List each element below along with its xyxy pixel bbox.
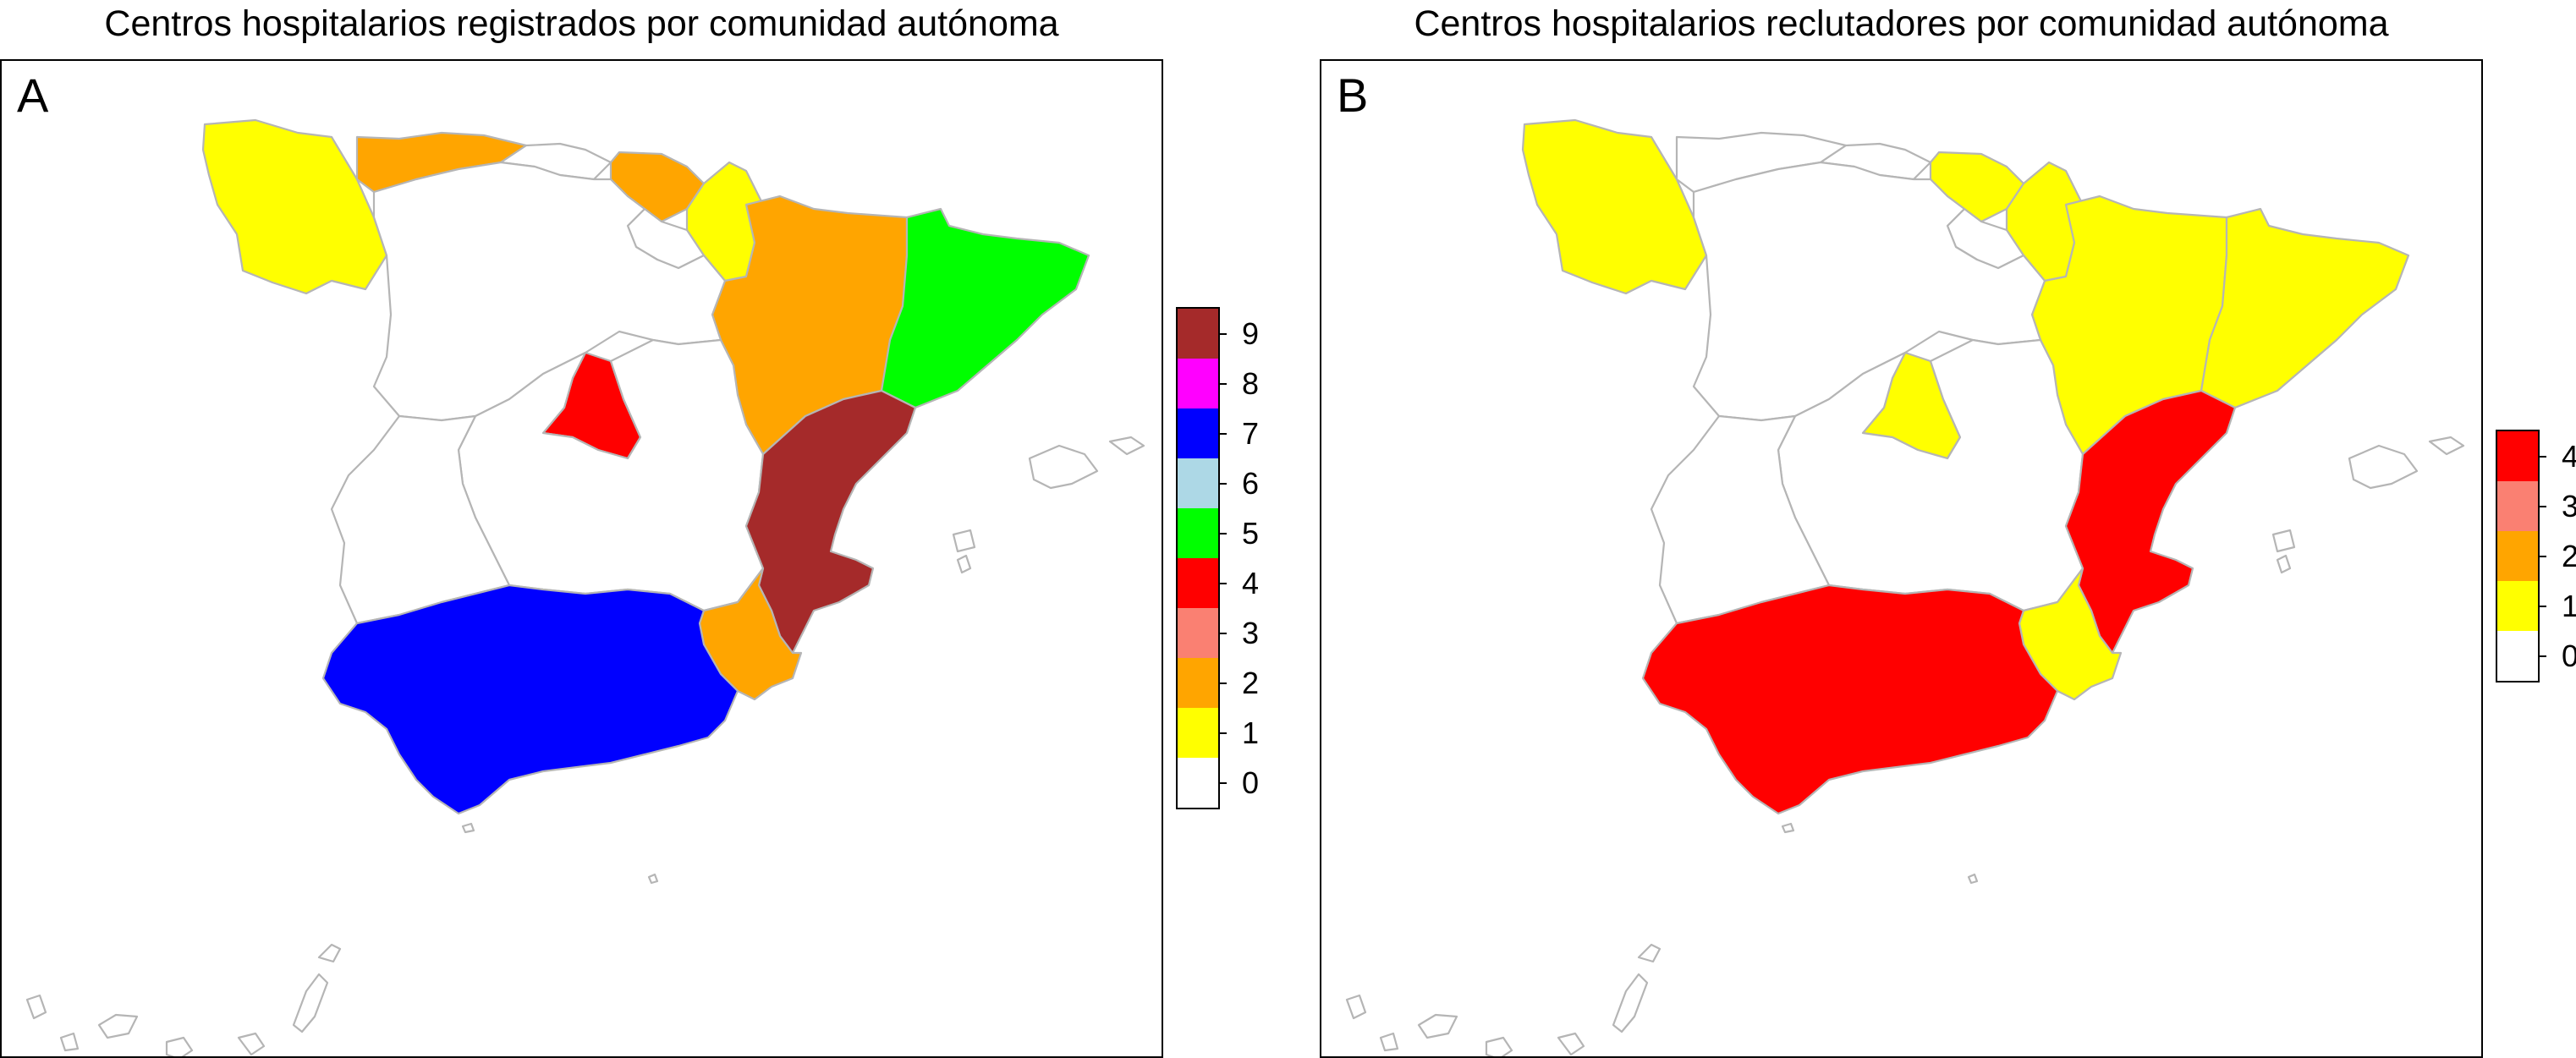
legend-tick — [1218, 482, 1227, 485]
panel-b-title: Centros hospitalarios reclutadores por c… — [1414, 3, 2389, 44]
region-cataluna — [2200, 207, 2410, 409]
legend-label-1: 1 — [1242, 715, 1260, 750]
region-castilla-y-leon — [1692, 161, 2046, 422]
legend-swatch-1 — [1178, 708, 1218, 758]
region-melilla — [1967, 873, 1979, 885]
region-melilla — [647, 873, 659, 885]
legend-label-1: 1 — [2562, 588, 2576, 623]
legend-tick — [1218, 732, 1227, 734]
panel-b-legend: 4 3 2 1 0 — [2496, 430, 2576, 692]
legend-label-4: 4 — [2562, 438, 2576, 474]
legend-label-2: 2 — [1242, 665, 1260, 700]
legend-tick — [1218, 432, 1227, 435]
region-castilla-y-leon — [372, 161, 727, 422]
legend-tick — [2538, 505, 2546, 507]
legend-label-5: 5 — [1242, 515, 1260, 551]
legend-swatch-5 — [1178, 508, 1218, 558]
legend-label-3: 3 — [2562, 488, 2576, 524]
legend-swatch-0 — [1178, 758, 1218, 808]
legend-tick — [2538, 555, 2546, 557]
legend-label-2: 2 — [2562, 538, 2576, 573]
region-andalucia — [321, 584, 739, 815]
region-cataluna — [880, 207, 1090, 409]
legend-label-4: 4 — [1242, 565, 1260, 600]
region-baleares — [952, 436, 1145, 574]
legend-tick — [1218, 781, 1227, 784]
legend-swatch-1 — [2497, 581, 2538, 631]
legend-label-0: 0 — [1242, 765, 1260, 800]
legend-color-bar — [1176, 307, 1220, 809]
legend-swatch-2 — [1178, 658, 1218, 708]
panel-a-map — [25, 118, 1145, 1056]
panel-a-letter: A — [17, 69, 49, 122]
legend-tick — [2538, 655, 2546, 657]
panel-a-legend: 9 8 7 6 5 4 3 2 1 0 — [1176, 307, 1277, 814]
legend-tick — [1218, 532, 1227, 534]
legend-label-7: 7 — [1242, 415, 1260, 451]
region-baleares — [2271, 436, 2465, 574]
legend-swatch-8 — [1178, 359, 1218, 408]
legend-swatch-2 — [2497, 531, 2538, 581]
legend-tick — [2538, 605, 2546, 607]
legend-swatch-7 — [1178, 408, 1218, 458]
legend-tick — [2538, 455, 2546, 458]
region-canarias — [1345, 943, 1661, 1056]
legend-tick — [1218, 582, 1227, 584]
legend-color-bar — [2496, 430, 2540, 682]
panel-a-map-frame: A — [0, 59, 1163, 1058]
legend-label-0: 0 — [2562, 638, 2576, 673]
panel-a-title: Centros hospitalarios registrados por co… — [104, 3, 1059, 44]
region-galicia — [201, 118, 388, 295]
legend-tick — [1218, 332, 1227, 335]
legend-swatch-3 — [2497, 481, 2538, 531]
region-canarias — [25, 943, 342, 1056]
region-andalucia — [1641, 584, 2059, 815]
legend-swatch-4 — [1178, 558, 1218, 608]
legend-swatch-0 — [2497, 631, 2538, 681]
panel-b-letter: B — [1337, 69, 1369, 122]
legend-label-8: 8 — [1242, 365, 1260, 401]
legend-label-9: 9 — [1242, 315, 1260, 351]
legend-tick — [1218, 632, 1227, 634]
legend-label-3: 3 — [1242, 615, 1260, 650]
legend-swatch-6 — [1178, 458, 1218, 508]
panel-b-map-frame: B — [1320, 59, 2483, 1058]
region-ceuta — [461, 822, 475, 834]
legend-swatch-9 — [1178, 309, 1218, 359]
region-galicia — [1521, 118, 1708, 295]
panel-b-map — [1345, 118, 2465, 1056]
legend-tick — [1218, 682, 1227, 684]
legend-tick — [1218, 382, 1227, 385]
legend-swatch-3 — [1178, 608, 1218, 658]
legend-swatch-4 — [2497, 431, 2538, 481]
region-ceuta — [1781, 822, 1795, 834]
legend-label-6: 6 — [1242, 465, 1260, 501]
